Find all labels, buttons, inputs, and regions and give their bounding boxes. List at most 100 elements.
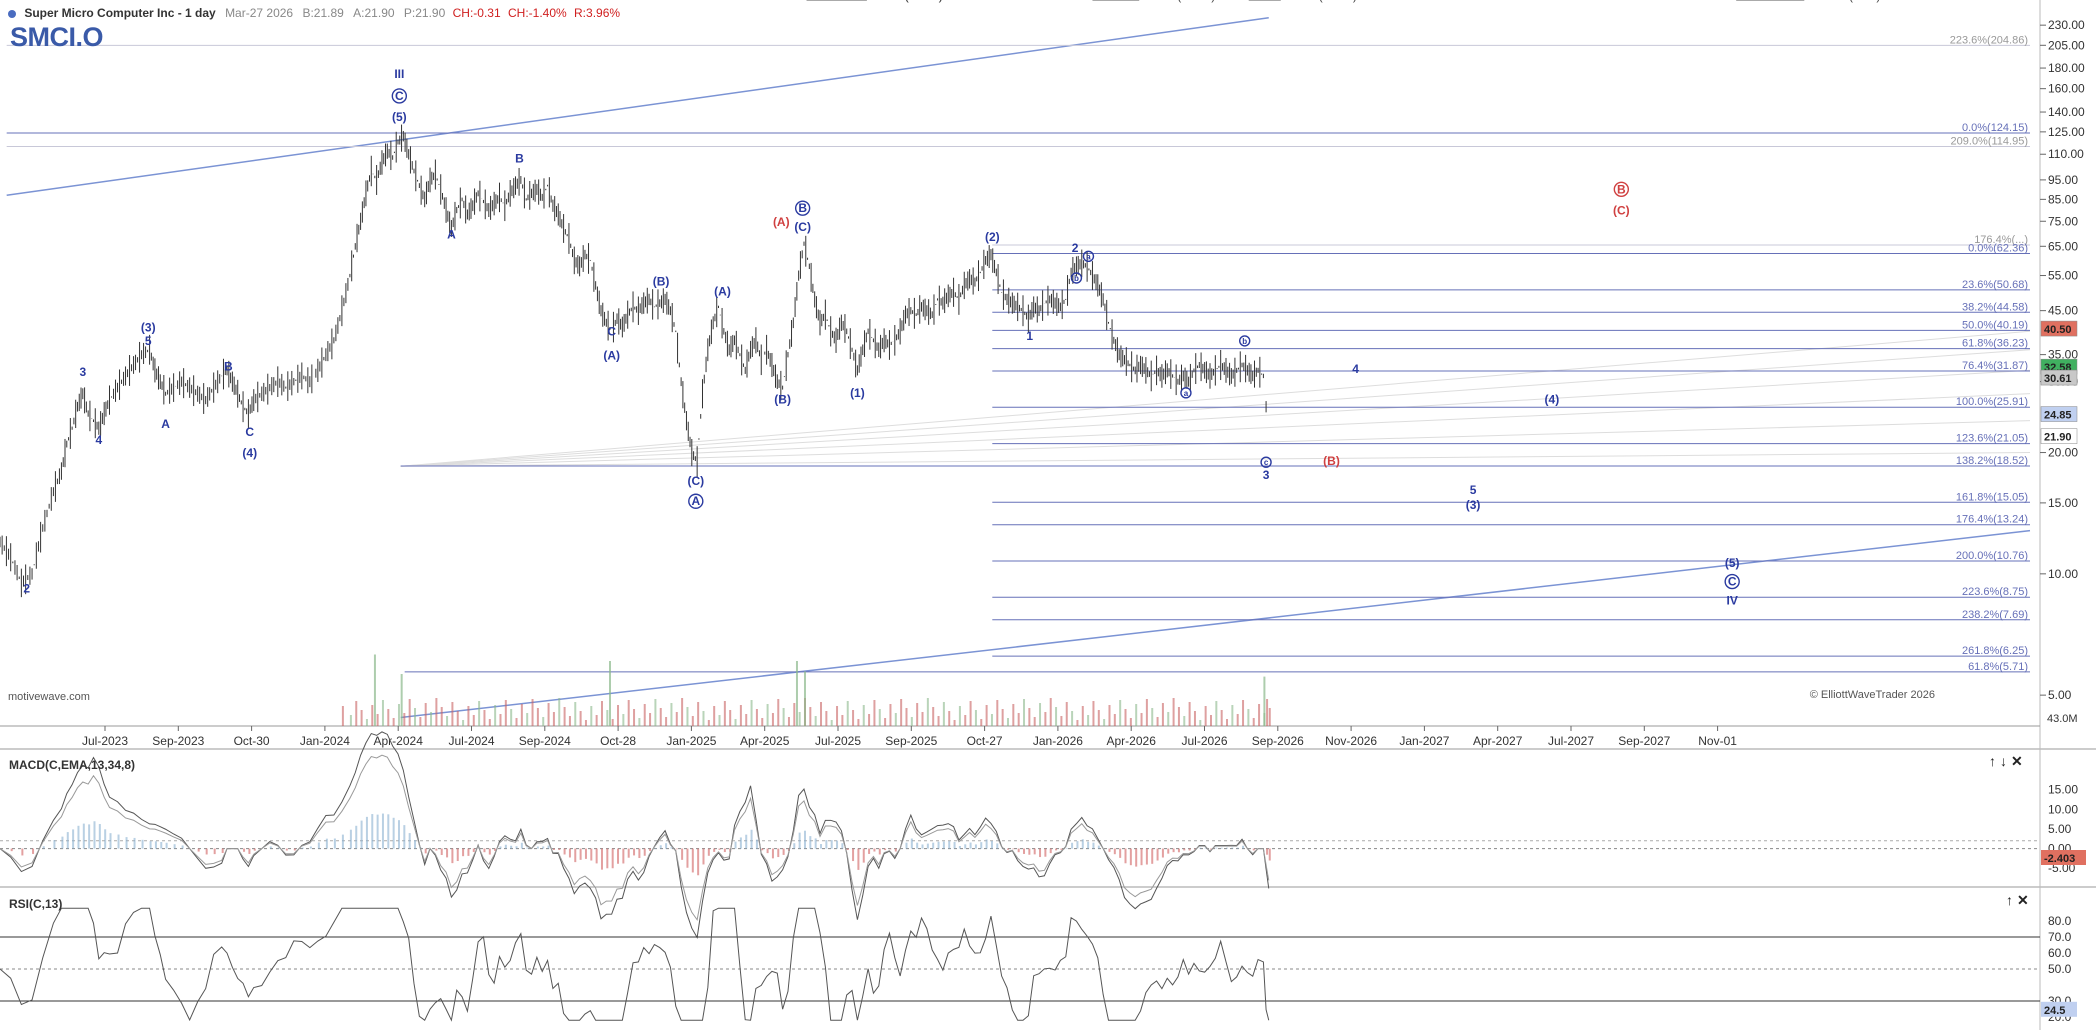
macd-histogram-bar bbox=[154, 841, 157, 849]
fib-level-label: 261.8%(6.25) bbox=[1962, 645, 2028, 657]
macd-histogram-bar bbox=[1135, 848, 1138, 867]
macd-histogram-bar bbox=[526, 847, 529, 849]
macd-histogram-bar bbox=[825, 840, 828, 849]
macd-histogram-bar bbox=[360, 820, 363, 849]
macd-histogram-bar bbox=[243, 848, 246, 852]
volume-bar bbox=[926, 698, 929, 726]
header-date: Mar-27 2026 bbox=[225, 6, 294, 20]
macd-histogram-bar bbox=[681, 848, 684, 860]
volume-bar bbox=[499, 714, 502, 726]
macd-histogram-bar bbox=[734, 841, 737, 849]
volume-bar bbox=[798, 712, 801, 726]
macd-histogram-bar bbox=[814, 838, 817, 849]
macd-histogram-bar bbox=[611, 848, 614, 869]
wave-label: (2) bbox=[985, 230, 1000, 244]
macd-histogram-bar bbox=[536, 846, 539, 849]
volume-bar bbox=[932, 707, 935, 726]
macd-histogram-bar bbox=[269, 846, 272, 849]
macd-histogram-bar bbox=[333, 838, 336, 849]
wave-label: 3 bbox=[1263, 468, 1270, 482]
macd-histogram-bar bbox=[707, 848, 710, 856]
volume-bar bbox=[969, 701, 972, 726]
price-tick-label: 5.00 bbox=[2048, 688, 2072, 702]
macd-histogram-bar bbox=[1092, 842, 1095, 849]
macd-histogram-bar bbox=[1193, 848, 1196, 850]
wave-label-circle bbox=[391, 88, 408, 104]
macd-histogram-bar bbox=[627, 848, 630, 858]
price-badge-bg bbox=[2040, 320, 2078, 337]
volume-bar bbox=[510, 709, 513, 726]
date-tick-label: Oct-27 bbox=[967, 734, 1003, 748]
wave-label: III bbox=[394, 67, 404, 81]
instrument-name: Super Micro Computer Inc - 1 day bbox=[24, 6, 216, 20]
volume-bar bbox=[435, 698, 438, 726]
volume-bar bbox=[980, 719, 983, 726]
macd-histogram-bar bbox=[387, 814, 390, 849]
macd-histogram-bar bbox=[691, 848, 694, 873]
price-tick-label: 160.00 bbox=[2048, 82, 2085, 96]
macd-histogram-bar bbox=[739, 837, 742, 849]
macd-histogram-bar bbox=[309, 846, 312, 849]
volume-spike bbox=[609, 661, 611, 726]
volume-bar bbox=[1092, 701, 1095, 726]
macd-histogram-bar bbox=[1231, 847, 1234, 849]
macd-histogram-bar bbox=[916, 842, 919, 849]
wave-label: B bbox=[515, 151, 524, 165]
volume-bar bbox=[568, 716, 571, 726]
volume-bar bbox=[777, 699, 780, 726]
macd-histogram-bar bbox=[852, 848, 855, 862]
macd-histogram-bar bbox=[782, 848, 785, 855]
macd-histogram-bar bbox=[424, 848, 427, 854]
volume-bar bbox=[654, 699, 657, 726]
date-tick-label: Jul-2023 bbox=[82, 734, 128, 748]
macd-panel-controls[interactable]: ↑↓✕ bbox=[1989, 753, 2027, 769]
macd-histogram-bar bbox=[568, 848, 571, 858]
volume-bar bbox=[857, 719, 860, 726]
macd-histogram-bar bbox=[574, 848, 577, 863]
wave-label: B bbox=[224, 359, 233, 373]
fib-level-label: 76.4%(31.87) bbox=[1962, 360, 2028, 372]
volume-bar bbox=[595, 715, 598, 726]
macd-histogram-bar bbox=[665, 843, 668, 849]
volume-bar bbox=[1049, 698, 1052, 726]
volume-bar bbox=[713, 706, 716, 726]
volume-bar bbox=[953, 720, 956, 726]
volume-bar bbox=[563, 707, 566, 726]
rsi-panel-controls[interactable]: ↑✕ bbox=[2006, 892, 2033, 908]
macd-histogram-bar bbox=[197, 848, 200, 852]
macd-histogram-bar bbox=[841, 843, 844, 849]
volume-bar bbox=[771, 713, 774, 726]
volume-bar bbox=[1215, 701, 1218, 726]
volume-spike bbox=[373, 654, 376, 726]
volume-bar bbox=[1172, 698, 1175, 726]
macd-histogram-bar bbox=[1236, 847, 1239, 849]
volume-bar bbox=[836, 706, 839, 726]
volume-bar bbox=[403, 713, 406, 726]
macd-histogram-bar bbox=[617, 848, 620, 864]
macd-histogram-bar bbox=[355, 825, 358, 849]
volume-bar bbox=[1044, 712, 1047, 726]
macd-histogram-bar bbox=[793, 843, 796, 849]
header-ask: A:21.90 bbox=[353, 6, 395, 20]
macd-histogram-bar bbox=[1188, 848, 1191, 851]
volume-bar bbox=[1097, 710, 1100, 726]
date-tick-label: Nov-2026 bbox=[1325, 734, 1377, 748]
macd-histogram-bar bbox=[990, 841, 993, 849]
symbol-title: SMCI.O bbox=[10, 22, 104, 52]
fib-label: 76.4%(77.32) bbox=[871, 0, 943, 3]
volume-bar bbox=[584, 720, 587, 726]
volume-bar bbox=[1087, 715, 1090, 726]
macd-histogram-bar bbox=[1017, 848, 1020, 853]
macd-histogram-bar bbox=[371, 814, 374, 849]
macd-histogram-bar bbox=[836, 840, 839, 849]
wave-label: (B) bbox=[653, 274, 670, 288]
macd-histogram-bar bbox=[1076, 841, 1079, 849]
volume-bar bbox=[1006, 718, 1009, 726]
volume-bar bbox=[868, 714, 871, 726]
volume-bar bbox=[1081, 706, 1084, 726]
volume-bar bbox=[478, 701, 481, 726]
price-tick-label: 205.00 bbox=[2048, 38, 2085, 52]
macd-histogram-bar bbox=[1204, 847, 1207, 849]
macd-histogram-bar bbox=[435, 848, 438, 851]
date-tick-label: Jul-2024 bbox=[448, 734, 494, 748]
